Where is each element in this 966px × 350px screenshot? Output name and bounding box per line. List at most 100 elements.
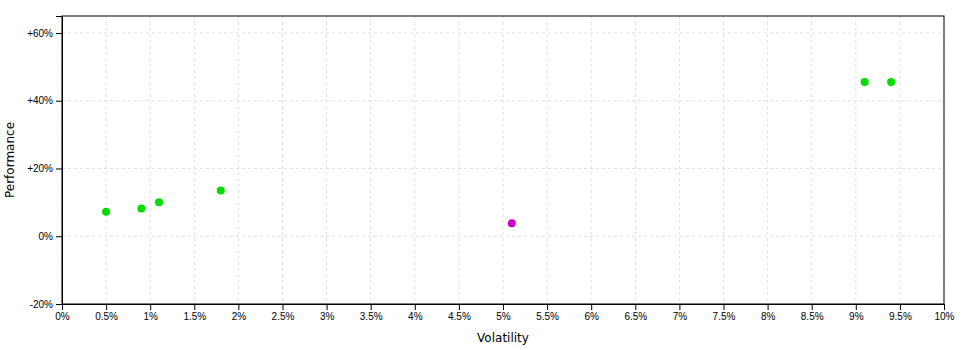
x-tick-label: 7% bbox=[673, 311, 688, 322]
x-tick: 0.5% bbox=[95, 304, 118, 322]
x-tick-label: 6.5% bbox=[624, 311, 647, 322]
x-axis-line bbox=[63, 305, 945, 311]
x-grid-line bbox=[767, 16, 768, 304]
x-tick: 3.5% bbox=[360, 304, 383, 322]
x-grid-line bbox=[106, 16, 107, 304]
x-tick-mark bbox=[591, 304, 592, 310]
x-tick-label: 3% bbox=[320, 311, 335, 322]
x-tick: 9% bbox=[849, 304, 864, 322]
x-tick-label: 4.5% bbox=[448, 311, 471, 322]
y-axis: -20%0%+20%+40%+60% bbox=[27, 17, 62, 310]
x-tick-mark bbox=[900, 304, 901, 310]
x-grid-line bbox=[370, 16, 371, 304]
x-tick-label: 1.5% bbox=[183, 311, 206, 322]
x-tick-mark bbox=[371, 304, 372, 310]
x-tick: 5.5% bbox=[536, 304, 559, 322]
y-axis-line bbox=[56, 17, 63, 305]
x-grid-line bbox=[591, 16, 592, 304]
x-tick: 5% bbox=[496, 304, 511, 322]
points bbox=[102, 78, 895, 227]
y-tick-mark bbox=[56, 101, 62, 102]
y-tick-mark bbox=[56, 168, 62, 169]
x-grid-line bbox=[150, 16, 151, 304]
point bbox=[508, 219, 516, 227]
x-grid-line bbox=[326, 16, 327, 304]
x-grid-line bbox=[811, 16, 812, 304]
point bbox=[155, 198, 163, 206]
point bbox=[102, 208, 110, 216]
point bbox=[887, 78, 895, 86]
x-axis-title: Volatility bbox=[477, 331, 529, 345]
x-tick-label: 2% bbox=[232, 311, 247, 322]
x-tick-label: 9% bbox=[849, 311, 864, 322]
x-tick-mark bbox=[724, 304, 725, 310]
x-tick-mark bbox=[194, 304, 195, 310]
x-tick: 1% bbox=[143, 304, 158, 322]
x-grid-line bbox=[547, 16, 548, 304]
x-tick-label: 8% bbox=[761, 311, 776, 322]
x-grid-line bbox=[414, 16, 415, 304]
x-grid-line bbox=[194, 16, 195, 304]
y-tick: +20% bbox=[27, 163, 62, 174]
x-tick-label: 5.5% bbox=[536, 311, 559, 322]
y-tick: +40% bbox=[27, 95, 62, 106]
x-grid-line bbox=[458, 16, 459, 304]
point bbox=[217, 186, 225, 194]
x-tick-mark bbox=[635, 304, 636, 310]
x-tick: 10% bbox=[934, 304, 954, 322]
x-grid-line bbox=[635, 16, 636, 304]
x-grid-line bbox=[238, 16, 239, 304]
x-tick-label: 4% bbox=[408, 311, 423, 322]
x-axis: 0% 0.5% 1% 1.5% 2% 2.5% 3% 3.5% 4% 4.5% 5% 5.5% 6% 6.… bbox=[55, 304, 954, 322]
x-tick-mark bbox=[238, 304, 239, 310]
point bbox=[861, 78, 869, 86]
x-tick-label: 7.5% bbox=[713, 311, 736, 322]
x-tick-mark bbox=[547, 304, 548, 310]
y-tick-label: +20% bbox=[27, 163, 53, 174]
x-tick-label: 6% bbox=[584, 311, 599, 322]
x-grid-line bbox=[503, 16, 504, 304]
plot-frame bbox=[62, 16, 944, 304]
x-grid-line bbox=[282, 16, 283, 304]
x-tick-mark bbox=[283, 304, 284, 310]
x-tick-label: 10% bbox=[934, 311, 954, 322]
y-grid-line bbox=[62, 168, 944, 169]
x-tick-mark bbox=[415, 304, 416, 310]
y-tick-mark bbox=[56, 33, 62, 34]
x-tick-label: 1% bbox=[143, 311, 158, 322]
x-tick: 0% bbox=[55, 304, 70, 322]
y-tick: -20% bbox=[30, 299, 62, 310]
grid bbox=[62, 16, 944, 304]
x-tick: 2% bbox=[232, 304, 247, 322]
y-axis-title: Performance bbox=[3, 122, 17, 198]
chart: 0% 0.5% 1% 1.5% 2% 2.5% 3% 3.5% 4% 4.5% 5% 5.5% 6% 6.… bbox=[0, 0, 966, 350]
x-grid-line bbox=[899, 16, 900, 304]
x-tick-mark bbox=[459, 304, 460, 310]
x-tick-mark bbox=[503, 304, 504, 310]
point bbox=[137, 204, 145, 212]
y-grid-line bbox=[62, 100, 944, 101]
x-tick: 6.5% bbox=[624, 304, 647, 322]
x-grid-line bbox=[855, 16, 856, 304]
x-tick: 2.5% bbox=[272, 304, 295, 322]
x-tick-mark bbox=[679, 304, 680, 310]
x-tick-label: 8.5% bbox=[801, 311, 824, 322]
x-tick: 9.5% bbox=[889, 304, 912, 322]
x-tick-mark bbox=[812, 304, 813, 310]
x-tick-mark bbox=[106, 304, 107, 310]
x-grid-line bbox=[723, 16, 724, 304]
x-tick-label: 9.5% bbox=[889, 311, 912, 322]
x-tick: 3% bbox=[320, 304, 335, 322]
x-tick-mark bbox=[944, 304, 945, 310]
x-tick-mark bbox=[327, 304, 328, 310]
x-tick-label: 0.5% bbox=[95, 311, 118, 322]
y-tick: 0% bbox=[39, 231, 62, 242]
x-tick: 1.5% bbox=[183, 304, 206, 322]
x-tick: 4% bbox=[408, 304, 423, 322]
x-tick: 4.5% bbox=[448, 304, 471, 322]
x-tick: 7% bbox=[673, 304, 688, 322]
y-grid-line bbox=[62, 32, 944, 33]
x-tick: 8.5% bbox=[801, 304, 824, 322]
x-tick-label: 2.5% bbox=[272, 311, 295, 322]
y-tick-label: +40% bbox=[27, 95, 53, 106]
